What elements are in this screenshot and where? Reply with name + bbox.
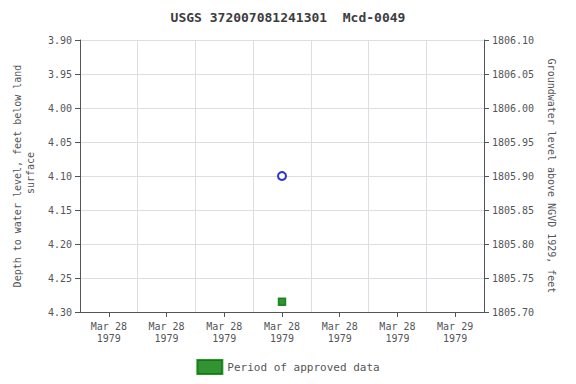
svg-text:Mar 28: Mar 28 — [149, 321, 185, 332]
svg-text:1979: 1979 — [443, 333, 467, 344]
svg-text:Period of approved data: Period of approved data — [227, 361, 379, 374]
svg-text:1979: 1979 — [155, 333, 179, 344]
svg-text:Mar 28: Mar 28 — [264, 321, 300, 332]
svg-text:4.30: 4.30 — [48, 307, 72, 318]
svg-text:4.10: 4.10 — [48, 171, 72, 182]
svg-text:1805.85: 1805.85 — [492, 205, 534, 216]
svg-text:4.25: 4.25 — [48, 273, 72, 284]
svg-text:1806.10: 1806.10 — [492, 35, 534, 46]
svg-text:1805.80: 1805.80 — [492, 239, 534, 250]
svg-text:Mar 28: Mar 28 — [206, 321, 242, 332]
svg-text:1805.70: 1805.70 — [492, 307, 534, 318]
svg-text:USGS 372007081241301 Mcd-0049: USGS 372007081241301 Mcd-0049 — [171, 10, 406, 25]
svg-text:1806.00: 1806.00 — [492, 103, 534, 114]
svg-text:Mar 28: Mar 28 — [379, 321, 415, 332]
svg-text:1806.05: 1806.05 — [492, 69, 534, 80]
svg-text:3.90: 3.90 — [48, 35, 72, 46]
svg-text:Mar 28: Mar 28 — [322, 321, 358, 332]
svg-text:1979: 1979 — [270, 333, 294, 344]
svg-text:4.15: 4.15 — [48, 205, 72, 216]
svg-text:4.20: 4.20 — [48, 239, 72, 250]
svg-text:1979: 1979 — [212, 333, 236, 344]
svg-text:1805.75: 1805.75 — [492, 273, 534, 284]
svg-text:Mar 28: Mar 28 — [91, 321, 127, 332]
svg-text:1805.95: 1805.95 — [492, 137, 534, 148]
svg-text:Mar 29: Mar 29 — [437, 321, 473, 332]
svg-text:Groundwater level above NGVD 1: Groundwater level above NGVD 1929, feet — [546, 59, 557, 294]
svg-text:surface: surface — [25, 152, 36, 200]
svg-text:1979: 1979 — [97, 333, 121, 344]
svg-text:3.95: 3.95 — [48, 69, 72, 80]
svg-text:1979: 1979 — [328, 333, 352, 344]
svg-text:1805.90: 1805.90 — [492, 171, 534, 182]
svg-text:Depth to water level, feet bel: Depth to water level, feet below land — [12, 65, 23, 288]
svg-text:1979: 1979 — [385, 333, 409, 344]
svg-text:4.05: 4.05 — [48, 137, 72, 148]
svg-text:4.00: 4.00 — [48, 103, 72, 114]
